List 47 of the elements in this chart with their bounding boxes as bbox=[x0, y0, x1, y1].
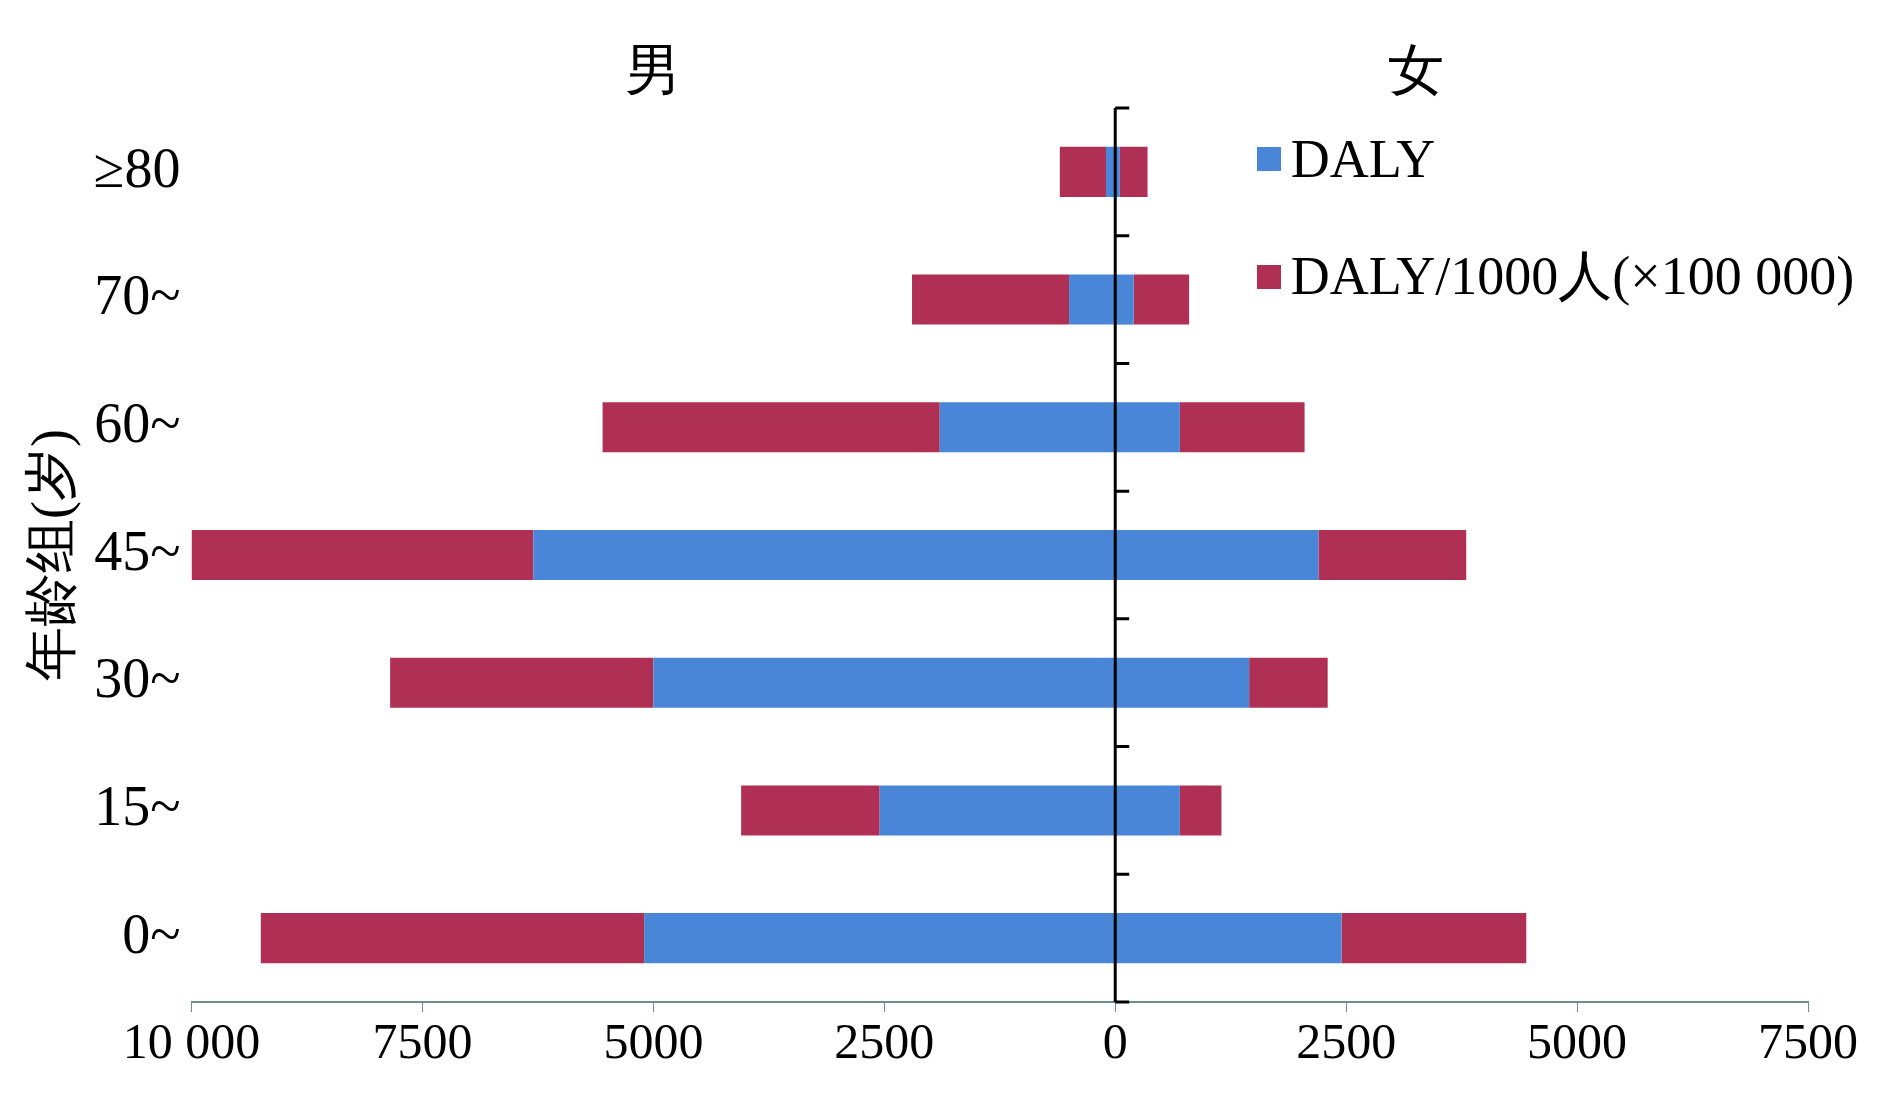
bar bbox=[912, 274, 1070, 325]
y-axis-title: 年龄组(岁) bbox=[20, 429, 81, 681]
bar bbox=[191, 529, 534, 581]
bar bbox=[390, 657, 654, 708]
bar bbox=[602, 402, 940, 453]
bar bbox=[644, 913, 1115, 964]
bar bbox=[1179, 402, 1305, 453]
bar bbox=[533, 529, 1115, 581]
x-tick-label: 2500 bbox=[1296, 1013, 1397, 1070]
bar bbox=[1105, 146, 1115, 197]
x-tick-label: 5000 bbox=[1527, 1013, 1628, 1070]
bar bbox=[1318, 529, 1467, 581]
bar bbox=[1115, 529, 1319, 581]
bar bbox=[741, 785, 880, 836]
bar bbox=[260, 913, 645, 964]
bar bbox=[653, 657, 1115, 708]
bar bbox=[1133, 274, 1190, 325]
text: 女 bbox=[1388, 38, 1445, 101]
bar bbox=[879, 785, 1115, 836]
bar bbox=[1341, 913, 1527, 964]
bar bbox=[1249, 657, 1328, 708]
bar bbox=[1115, 785, 1180, 836]
legend-label: DALY/1000人(×100 000) bbox=[1290, 245, 1855, 308]
x-tick-label: 10 000 bbox=[122, 1013, 261, 1070]
x-tick-label: 7500 bbox=[372, 1013, 473, 1070]
bar bbox=[1069, 274, 1115, 325]
bar bbox=[1119, 146, 1148, 197]
text: 男 bbox=[625, 38, 682, 101]
y-tick-label: ≥80 bbox=[93, 136, 181, 199]
x-tick-label: 2500 bbox=[834, 1013, 935, 1070]
y-tick-label: 15~ bbox=[94, 775, 181, 838]
y-tick-label: 60~ bbox=[94, 391, 181, 454]
legend-label: DALY bbox=[1290, 128, 1436, 190]
x-tick-label: 5000 bbox=[603, 1013, 704, 1070]
x-tick-label: 7500 bbox=[1758, 1013, 1858, 1070]
bar bbox=[1115, 657, 1250, 708]
y-tick-label: 45~ bbox=[94, 519, 181, 582]
y-tick-label: 30~ bbox=[94, 647, 181, 710]
y-tick-label: 0~ bbox=[122, 902, 181, 965]
bar bbox=[939, 402, 1115, 453]
bar bbox=[1115, 913, 1342, 964]
bar bbox=[1059, 146, 1106, 197]
bar bbox=[1115, 402, 1180, 453]
bar bbox=[1179, 785, 1222, 836]
x-tick-label: 0 bbox=[1102, 1013, 1128, 1070]
bar bbox=[1115, 274, 1134, 325]
y-tick-label: 70~ bbox=[94, 264, 181, 327]
